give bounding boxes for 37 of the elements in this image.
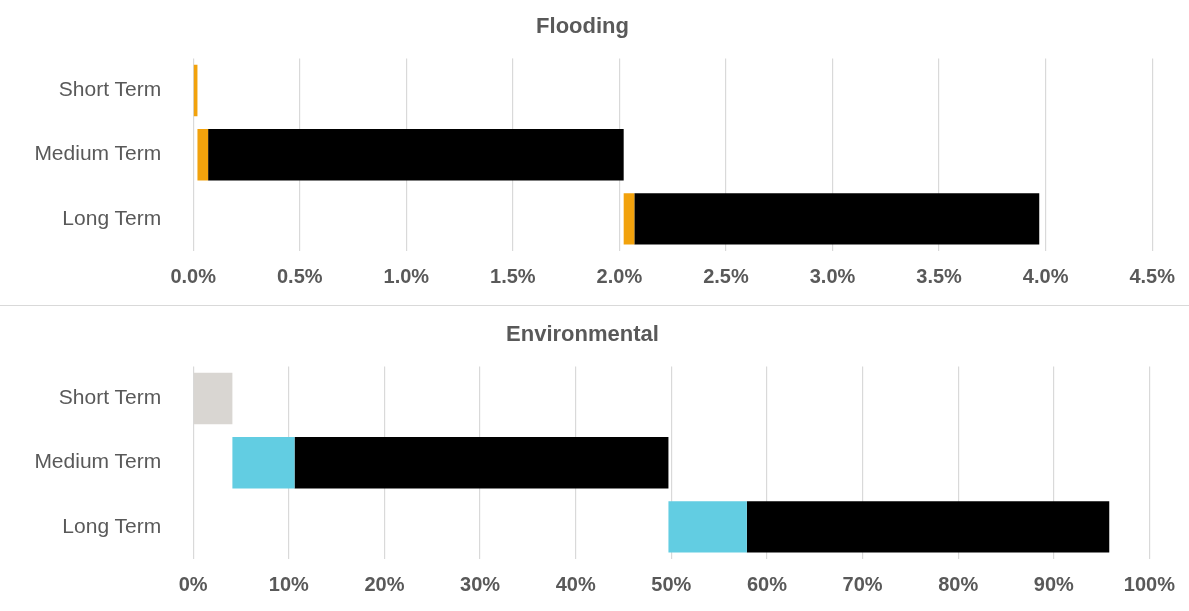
x-tick-label: 60% <box>746 572 788 595</box>
x-tick-label: 0% <box>178 572 208 595</box>
x-tick-label: 70% <box>842 572 883 595</box>
chart-title: Flooding <box>536 13 629 39</box>
x-tick-label: 0.5% <box>276 264 323 287</box>
x-tick-label: 80% <box>938 572 979 595</box>
x-tick-label: 3.5% <box>916 264 963 287</box>
x-tick-label: 1.0% <box>383 264 430 287</box>
y-tick-label: Long Term <box>62 513 162 537</box>
x-tick-label: 2.0% <box>596 264 643 287</box>
y-tick-label: Long Term <box>62 205 162 229</box>
x-tick-label: 4.0% <box>1022 264 1069 287</box>
bar <box>623 193 635 245</box>
y-tick-label: Medium Term <box>34 141 162 165</box>
bar <box>294 437 669 489</box>
x-tick-label: 4.5% <box>1129 264 1176 287</box>
bar <box>668 501 747 553</box>
x-tick-label: 50% <box>651 572 692 595</box>
x-tick-label: 3.0% <box>809 264 856 287</box>
x-tick-label: 30% <box>460 572 501 595</box>
bar <box>208 129 624 181</box>
x-tick-label: 20% <box>364 572 405 595</box>
y-tick-label: Short Term <box>58 385 162 409</box>
x-tick-label: 100% <box>1123 572 1176 595</box>
bar <box>197 129 209 181</box>
x-tick-label: 10% <box>268 572 310 595</box>
x-tick-label: 0.0% <box>170 264 217 287</box>
y-tick-label: Short Term <box>58 77 162 101</box>
x-tick-label: 40% <box>555 572 596 595</box>
y-tick-label: Medium Term <box>34 449 162 473</box>
x-tick-label: 2.5% <box>703 264 749 287</box>
x-tick-label: 1.5% <box>490 264 536 287</box>
bar <box>232 437 295 489</box>
bar <box>746 501 1110 553</box>
chart-title: Environmental <box>506 321 659 347</box>
bar <box>634 193 1040 245</box>
x-tick-label: 90% <box>1033 572 1075 595</box>
